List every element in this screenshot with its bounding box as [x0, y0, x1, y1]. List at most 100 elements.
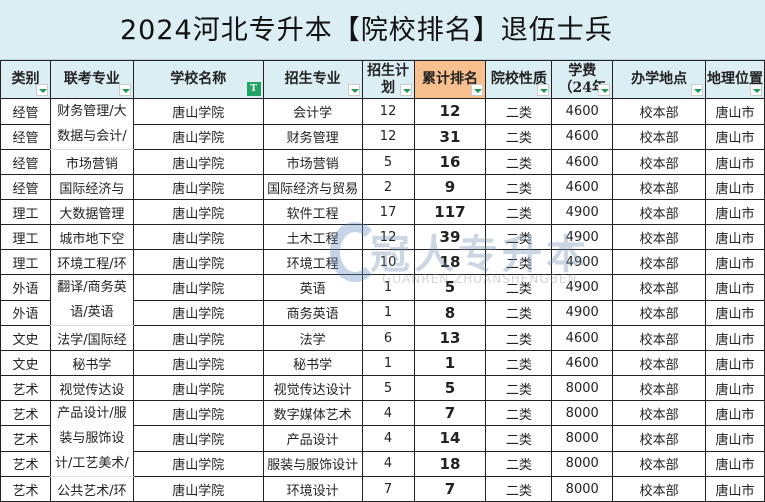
campus-cell[interactable]: 校本部: [612, 450, 706, 478]
filter-dropdown-icon[interactable]: [118, 84, 131, 96]
tuition-cell[interactable]: 4900: [551, 299, 614, 326]
campus-cell[interactable]: 校本部: [612, 375, 706, 401]
school-name-cell[interactable]: 唐山学院: [132, 174, 264, 200]
category-cell[interactable]: 经管: [0, 123, 51, 150]
school-type-cell[interactable]: 二类: [485, 450, 553, 478]
campus-cell[interactable]: 校本部: [612, 399, 706, 427]
school-name-cell[interactable]: 唐山学院: [132, 98, 264, 125]
location-cell[interactable]: 唐山市: [705, 199, 765, 225]
filter-dropdown-icon[interactable]: [598, 84, 611, 96]
tuition-cell[interactable]: 4900: [551, 224, 614, 250]
plan-cell[interactable]: 5: [361, 149, 415, 175]
rank-cell[interactable]: 31: [413, 123, 487, 150]
school-type-cell[interactable]: 二类: [485, 123, 553, 150]
tuition-cell[interactable]: 8000: [551, 425, 614, 452]
rank-cell[interactable]: 39: [413, 224, 487, 250]
major-cell[interactable]: 会计学: [262, 98, 363, 125]
exam-major-cell[interactable]: 城市地下空: [49, 224, 134, 250]
exam-major-cell[interactable]: 翻译/商务英语/英语: [49, 274, 134, 326]
major-cell[interactable]: 市场营销: [262, 149, 363, 175]
category-cell[interactable]: 外语: [0, 299, 51, 326]
plan-cell[interactable]: 4: [361, 425, 415, 452]
school-type-cell[interactable]: 二类: [485, 249, 553, 275]
exam-major-cell[interactable]: 财务管理/大数据与会计/审计学/会计: [49, 98, 134, 150]
column-header[interactable]: 学费（24年: [551, 60, 614, 99]
category-cell[interactable]: 文史: [0, 350, 51, 376]
filter-dropdown-icon[interactable]: [537, 84, 550, 96]
plan-cell[interactable]: 12: [361, 224, 415, 250]
category-cell[interactable]: 经管: [0, 174, 51, 200]
campus-cell[interactable]: 校本部: [612, 123, 706, 150]
tuition-cell[interactable]: 4600: [551, 174, 614, 200]
category-cell[interactable]: 理工: [0, 249, 51, 275]
major-cell[interactable]: 秘书学: [262, 350, 363, 376]
major-cell[interactable]: 法学: [262, 325, 363, 351]
location-cell[interactable]: 唐山市: [705, 174, 765, 200]
school-type-cell[interactable]: 二类: [485, 299, 553, 326]
school-name-cell[interactable]: 唐山学院: [132, 199, 264, 225]
category-cell[interactable]: 艺术: [0, 476, 51, 502]
school-name-cell[interactable]: 唐山学院: [132, 123, 264, 150]
school-type-cell[interactable]: 二类: [485, 199, 553, 225]
column-header[interactable]: 招生专业: [262, 60, 363, 99]
school-type-cell[interactable]: 二类: [485, 174, 553, 200]
major-cell[interactable]: 国际经济与贸易: [262, 174, 363, 200]
school-name-cell[interactable]: 唐山学院: [132, 425, 264, 452]
campus-cell[interactable]: 校本部: [612, 476, 706, 502]
school-name-cell[interactable]: 唐山学院: [132, 149, 264, 175]
location-cell[interactable]: 唐山市: [705, 123, 765, 150]
tuition-cell[interactable]: 4600: [551, 123, 614, 150]
school-type-cell[interactable]: 二类: [485, 274, 553, 301]
location-cell[interactable]: 唐山市: [705, 375, 765, 401]
campus-cell[interactable]: 校本部: [612, 299, 706, 326]
category-cell[interactable]: 艺术: [0, 425, 51, 452]
location-cell[interactable]: 唐山市: [705, 299, 765, 326]
plan-cell[interactable]: 7: [361, 476, 415, 502]
plan-cell[interactable]: 6: [361, 325, 415, 351]
school-name-cell[interactable]: 唐山学院: [132, 350, 264, 376]
school-type-cell[interactable]: 二类: [485, 425, 553, 452]
major-cell[interactable]: 产品设计: [262, 425, 363, 452]
tuition-cell[interactable]: 4600: [551, 98, 614, 125]
major-cell[interactable]: 数字媒体艺术: [262, 399, 363, 427]
exam-major-cell[interactable]: 视觉传达设: [49, 375, 134, 401]
rank-cell[interactable]: 18: [413, 450, 487, 478]
school-name-cell[interactable]: 唐山学院: [132, 299, 264, 326]
exam-major-cell[interactable]: 法学/国际经: [49, 325, 134, 351]
location-cell[interactable]: 唐山市: [705, 149, 765, 175]
tuition-cell[interactable]: 8000: [551, 399, 614, 427]
tuition-cell[interactable]: 4900: [551, 274, 614, 301]
rank-cell[interactable]: 8: [413, 299, 487, 326]
location-cell[interactable]: 唐山市: [705, 450, 765, 478]
tuition-cell[interactable]: 4600: [551, 149, 614, 175]
tuition-cell[interactable]: 4600: [551, 350, 614, 376]
exam-major-cell[interactable]: 公共艺术/环: [49, 476, 134, 502]
category-cell[interactable]: 外语: [0, 274, 51, 301]
location-cell[interactable]: 唐山市: [705, 98, 765, 125]
column-header[interactable]: 累计排名: [413, 60, 487, 99]
campus-cell[interactable]: 校本部: [612, 350, 706, 376]
filter-dropdown-icon[interactable]: [750, 84, 762, 96]
rank-cell[interactable]: 9: [413, 174, 487, 200]
plan-cell[interactable]: 17: [361, 199, 415, 225]
rank-cell[interactable]: 16: [413, 149, 487, 175]
rank-cell[interactable]: 117: [413, 199, 487, 225]
school-name-cell[interactable]: 唐山学院: [132, 224, 264, 250]
exam-major-cell[interactable]: 秘书学: [49, 350, 134, 376]
school-name-cell[interactable]: 唐山学院: [132, 375, 264, 401]
school-type-cell[interactable]: 二类: [485, 350, 553, 376]
column-header[interactable]: 联考专业: [49, 60, 134, 99]
rank-cell[interactable]: 1: [413, 350, 487, 376]
major-cell[interactable]: 商务英语: [262, 299, 363, 326]
filter-dropdown-icon[interactable]: [35, 84, 48, 96]
school-name-cell[interactable]: 唐山学院: [132, 249, 264, 275]
location-cell[interactable]: 唐山市: [705, 325, 765, 351]
filter-dropdown-icon[interactable]: [691, 84, 703, 96]
campus-cell[interactable]: 校本部: [612, 98, 706, 125]
plan-cell[interactable]: 1: [361, 350, 415, 376]
location-cell[interactable]: 唐山市: [705, 350, 765, 376]
plan-cell[interactable]: 1: [361, 299, 415, 326]
school-type-cell[interactable]: 二类: [485, 325, 553, 351]
school-name-cell[interactable]: 唐山学院: [132, 325, 264, 351]
tuition-cell[interactable]: 4600: [551, 325, 614, 351]
